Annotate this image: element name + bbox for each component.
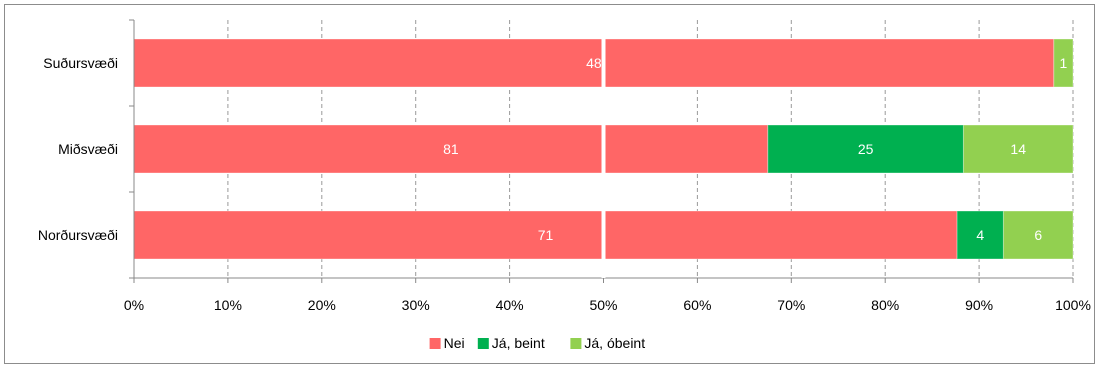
axes: 0% 10% 20% 30% 40% 50% 60% 70% 80% 90% 100% Suðursv… xyxy=(38,19,1091,313)
bar-segment xyxy=(767,124,964,174)
data-label: 48 xyxy=(586,55,602,71)
legend-label: Já, óbeint xyxy=(584,335,645,351)
x-tick-label: 60% xyxy=(683,297,711,313)
legend-swatch xyxy=(477,338,489,349)
x-tick-label: 30% xyxy=(402,297,430,313)
data-label: 4 xyxy=(976,227,984,243)
bar-segment xyxy=(1002,210,1074,260)
x-tick-label: 100% xyxy=(1055,297,1091,313)
bar-segment xyxy=(956,210,1004,260)
bars xyxy=(133,38,1074,260)
bar-segment xyxy=(962,124,1074,174)
x-tick-label: 50% xyxy=(589,297,617,313)
legend-label: Nei xyxy=(444,335,465,351)
data-label: 14 xyxy=(1010,141,1026,157)
x-tick-label: 90% xyxy=(965,297,993,313)
x-tick-label: 70% xyxy=(777,297,805,313)
legend-swatch xyxy=(570,338,582,349)
bar-segment xyxy=(133,38,1055,88)
x-tick-label: 80% xyxy=(871,297,899,313)
category-label: Suðursvæði xyxy=(43,55,118,71)
category-label: Norðursvæði xyxy=(38,227,118,243)
data-labels: 48 1 81 25 14 71 4 6 xyxy=(443,55,1067,243)
bar-segment xyxy=(133,210,958,260)
axis-break xyxy=(601,20,606,278)
x-tick-label: 40% xyxy=(496,297,524,313)
legend-swatch xyxy=(429,338,441,349)
x-tick-label: 0% xyxy=(124,297,144,313)
data-label: 25 xyxy=(858,141,874,157)
legend: Nei Já, beint Já, óbeint xyxy=(429,335,645,351)
x-tick-label: 20% xyxy=(308,297,336,313)
data-label: 6 xyxy=(1034,227,1042,243)
bar-segment xyxy=(1053,38,1074,88)
x-tick-label: 10% xyxy=(214,297,242,313)
legend-label: Já, beint xyxy=(492,335,545,351)
data-label: 81 xyxy=(443,141,459,157)
data-label: 1 xyxy=(1060,55,1068,71)
category-label: Miðsvæði xyxy=(58,141,118,157)
data-label: 71 xyxy=(538,227,554,243)
